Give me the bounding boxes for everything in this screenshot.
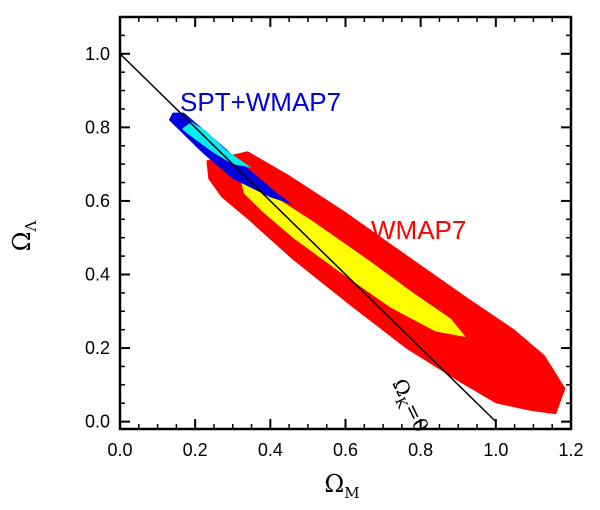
contour-layer — [168, 112, 566, 415]
y-axis-label: ΩΛ — [8, 220, 40, 251]
x-axis-label: ΩM — [324, 470, 359, 502]
flat-universe-line — [120, 53, 497, 423]
contour-wmap7-68 — [240, 178, 466, 337]
x-tick-label: 1.0 — [483, 440, 508, 460]
contour-spt-wmap7-68 — [182, 121, 252, 168]
x-tick-label: 0.0 — [107, 440, 132, 460]
annotation-spt-wmap7: SPT+WMAP7 — [180, 87, 341, 117]
x-tick-label: 0.8 — [408, 440, 433, 460]
x-axis-ticks: 0.0 0.2 0.4 0.6 0.8 1.0 1.2 — [107, 17, 584, 460]
x-tick-label: 0.6 — [333, 440, 358, 460]
y-tick-label: 0.4 — [85, 265, 110, 285]
y-axis-ticks: 0.0 0.2 0.4 0.6 0.8 1.0 — [85, 16, 571, 432]
x-tick-label: 0.2 — [183, 440, 208, 460]
x-tick-label: 1.2 — [558, 440, 583, 460]
y-tick-label: 1.0 — [85, 44, 110, 64]
y-tick-label: 0.2 — [85, 338, 110, 358]
y-tick-label: 0.6 — [85, 191, 110, 211]
annotation-wmap7: WMAP7 — [371, 215, 466, 245]
y-tick-label: 0.0 — [85, 412, 110, 432]
x-tick-label: 0.4 — [258, 440, 283, 460]
y-tick-label: 0.8 — [85, 117, 110, 137]
